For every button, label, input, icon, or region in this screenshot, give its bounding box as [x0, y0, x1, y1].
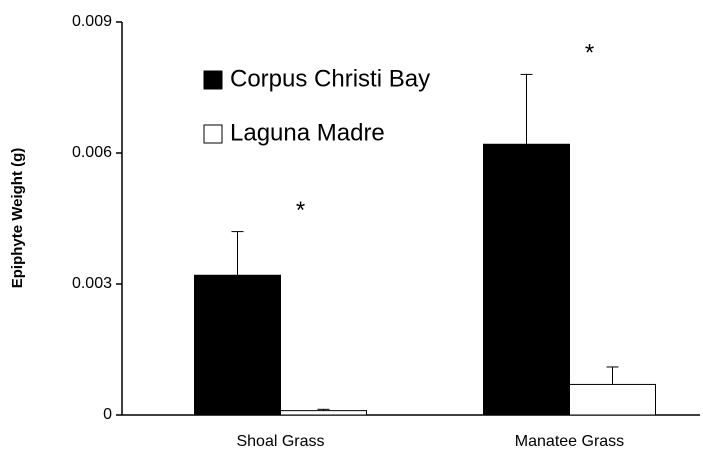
x-tick-label: Shoal Grass: [236, 433, 324, 450]
bar: [194, 274, 281, 416]
legend-label: Corpus Christi Bay: [230, 65, 430, 92]
x-tick-label: Manatee Grass: [515, 433, 624, 450]
legend-swatch: [203, 70, 223, 90]
y-tick-label: 0.009: [72, 13, 112, 30]
y-tick-label: 0.006: [72, 144, 112, 161]
annotation: *: [585, 40, 594, 67]
legend-label: Laguna Madre: [230, 119, 385, 146]
legend-swatch: [203, 124, 223, 144]
annotation: *: [296, 197, 305, 224]
y-tick-label: 0: [103, 406, 112, 423]
bar: [280, 410, 367, 416]
y-axis-label: Epiphyte Weight (g): [9, 148, 26, 289]
bar: [483, 143, 570, 416]
bar: [569, 383, 656, 416]
y-tick-label: 0.003: [72, 275, 112, 292]
